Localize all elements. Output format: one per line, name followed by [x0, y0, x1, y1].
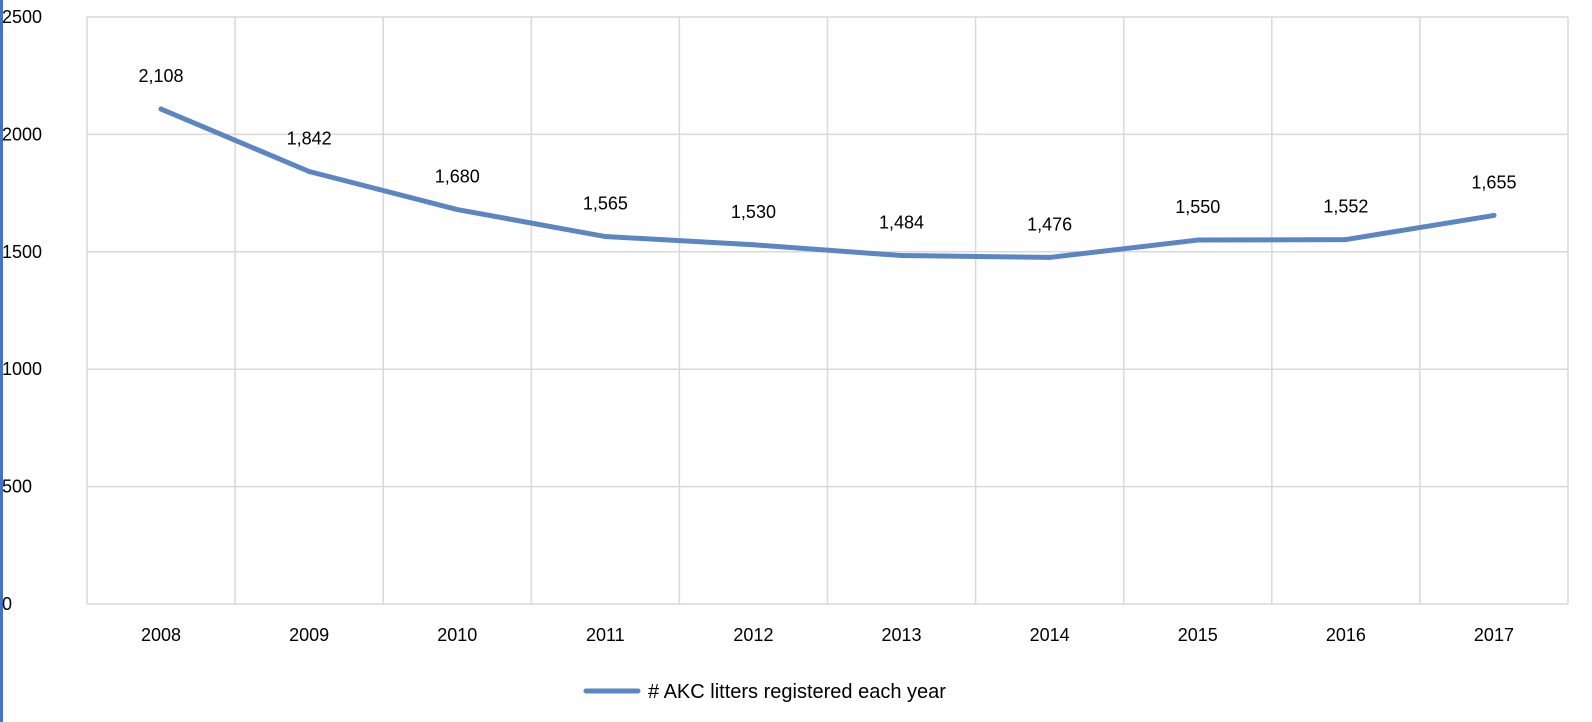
x-tick-label: 2017 — [1474, 625, 1514, 645]
y-tick-label: 2500 — [2, 7, 42, 27]
data-label: 1,550 — [1175, 197, 1220, 217]
gridlines — [86, 16, 1569, 605]
data-label: 2,108 — [139, 66, 184, 86]
chart-left-border — [0, 0, 3, 722]
y-tick-label: 0 — [2, 594, 12, 614]
data-point — [158, 106, 164, 112]
data-point — [1195, 237, 1201, 243]
data-label: 1,655 — [1471, 172, 1516, 192]
series-line — [158, 106, 1497, 260]
y-axis-ticks: 0 500 1000 1500 2000 2500 — [2, 7, 42, 614]
data-label: 1,484 — [879, 213, 924, 233]
y-tick-label: 1500 — [2, 242, 42, 262]
legend: # AKC litters registered each year — [583, 681, 946, 703]
x-tick-label: 2012 — [733, 625, 773, 645]
data-point — [750, 242, 756, 248]
data-point — [602, 234, 608, 240]
data-label: 1,530 — [731, 202, 776, 222]
x-tick-label: 2010 — [437, 625, 477, 645]
x-tick-label: 2014 — [1030, 625, 1070, 645]
x-tick-label: 2013 — [882, 625, 922, 645]
data-label: 1,565 — [583, 194, 628, 214]
x-tick-label: 2011 — [586, 625, 625, 645]
data-point — [899, 253, 905, 259]
x-tick-label: 2009 — [289, 625, 329, 645]
series-layer — [158, 106, 1497, 260]
data-labels: 2,108 1,842 1,680 1,565 1,530 1,484 1,476 1,550… — [139, 66, 1517, 234]
x-tick-label: 2008 — [141, 625, 181, 645]
data-label: 1,552 — [1323, 197, 1368, 217]
data-point — [454, 207, 460, 213]
data-label: 1,680 — [435, 167, 480, 187]
x-tick-label: 2015 — [1178, 625, 1218, 645]
data-label: 1,842 — [287, 128, 332, 148]
data-point — [1047, 254, 1053, 260]
legend-label: # AKC litters registered each year — [648, 681, 946, 703]
y-tick-label: 1000 — [2, 359, 42, 379]
data-point — [1491, 212, 1497, 218]
data-point — [1343, 237, 1349, 243]
y-tick-label: 500 — [2, 477, 32, 497]
data-point — [306, 168, 312, 174]
x-tick-label: 2016 — [1326, 625, 1366, 645]
y-tick-label: 2000 — [2, 124, 42, 144]
data-label: 1,476 — [1027, 214, 1072, 234]
x-axis-ticks: 2008 2009 2010 2011 2012 2013 2014 2015 2016 2017 — [141, 625, 1514, 645]
